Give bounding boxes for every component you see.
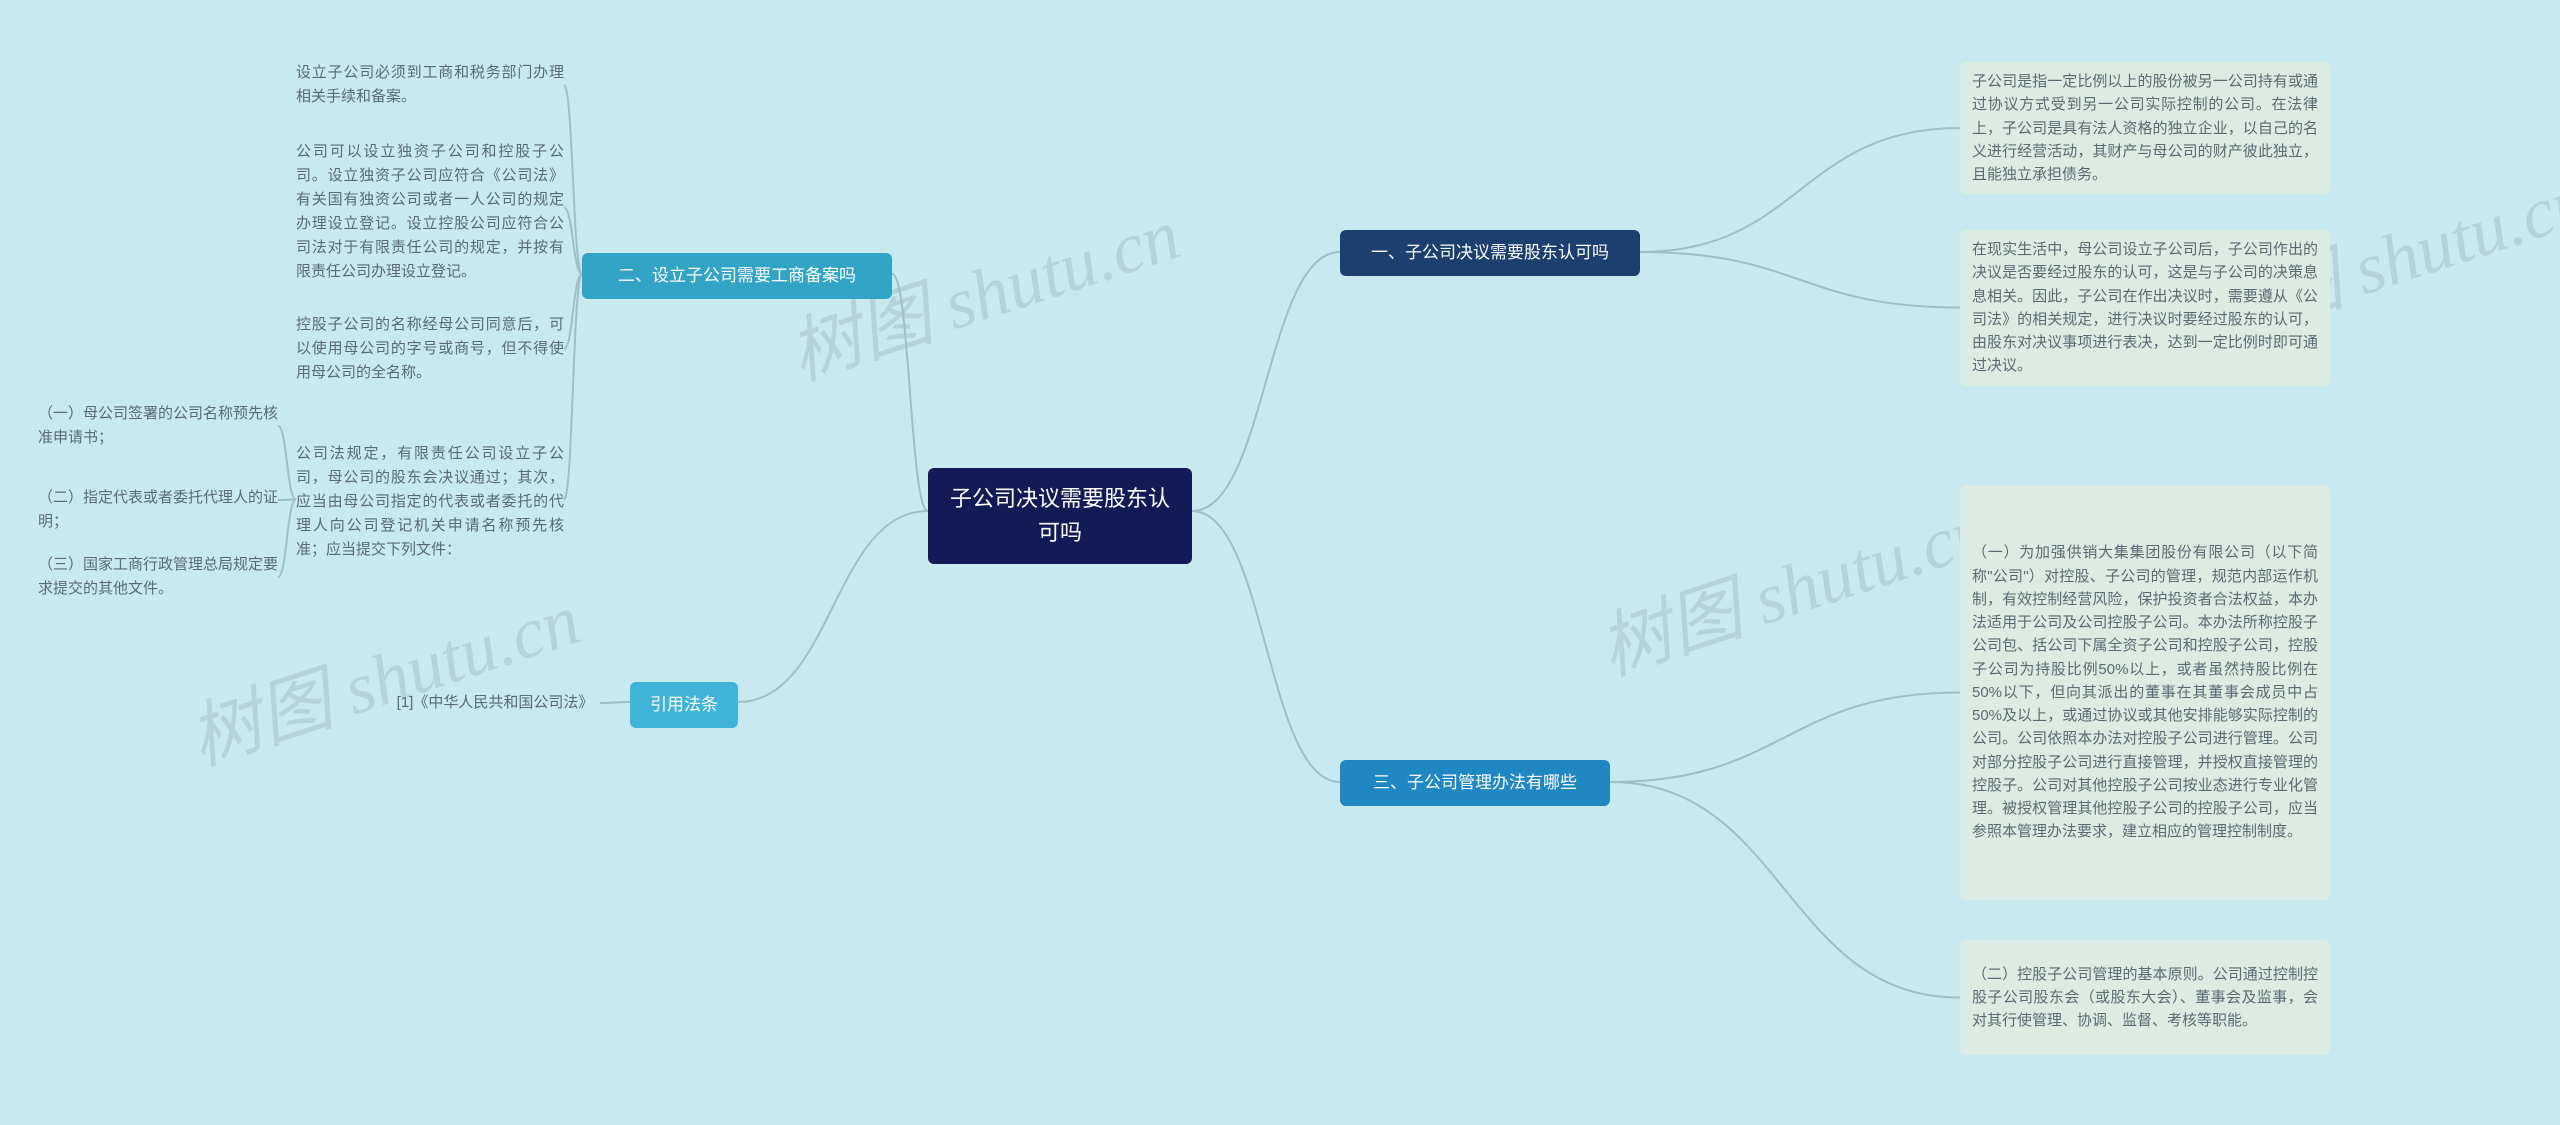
leaf-r3a: （一）为加强供销大集集团股份有限公司（以下简称"公司"）对控股、子公司的管理，规… [1960, 485, 2330, 900]
watermark: 树图 shutu.cn [1584, 470, 2001, 695]
leaf-l4a: [1]《中华人民共和国公司法》 [390, 690, 600, 716]
leaf-l2d3: （三）国家工商行政管理总局规定要求提交的其他文件。 [38, 552, 278, 602]
topic-r1[interactable]: 一、子公司决议需要股东认可吗 [1340, 230, 1640, 276]
mindmap-canvas: 树图 shutu.cn树图 shutu.cn树图 shutu.cn树图 shut… [0, 0, 2560, 1125]
leaf-l2d1: （一）母公司签署的公司名称预先核准申请书； [38, 402, 278, 450]
topic-l2[interactable]: 二、设立子公司需要工商备案吗 [582, 253, 892, 299]
leaf-l2d2: （二）指定代表或者委托代理人的证明； [38, 486, 278, 534]
leaf-l2a: 设立子公司必须到工商和税务部门办理相关手续和备案。 [296, 60, 564, 110]
leaf-r1a: 子公司是指一定比例以上的股份被另一公司持有或通过协议方式受到另一公司实际控制的公… [1960, 62, 2330, 194]
topic-l4[interactable]: 引用法条 [630, 682, 738, 728]
leaf-r1b: 在现实生活中，母公司设立子公司后，子公司作出的决议是否要经过股东的认可，这是与子… [1960, 230, 2330, 386]
root-node[interactable]: 子公司决议需要股东认可吗 [928, 468, 1192, 564]
leaf-l2b: 公司可以设立独资子公司和控股子公司。设立独资子公司应符合《公司法》有关国有独资公… [296, 140, 564, 284]
leaf-r3b: （二）控股子公司管理的基本原则。公司通过控制控股子公司股东会（或股东大会）、董事… [1960, 940, 2330, 1055]
topic-r3[interactable]: 三、子公司管理办法有哪些 [1340, 760, 1610, 806]
leaf-l2d: 公司法规定，有限责任公司设立子公司，母公司的股东会决议通过；其次，应当由母公司指… [296, 442, 564, 562]
leaf-l2c: 控股子公司的名称经母公司同意后，可以使用母公司的字号或商号，但不得使用母公司的全… [296, 310, 564, 388]
